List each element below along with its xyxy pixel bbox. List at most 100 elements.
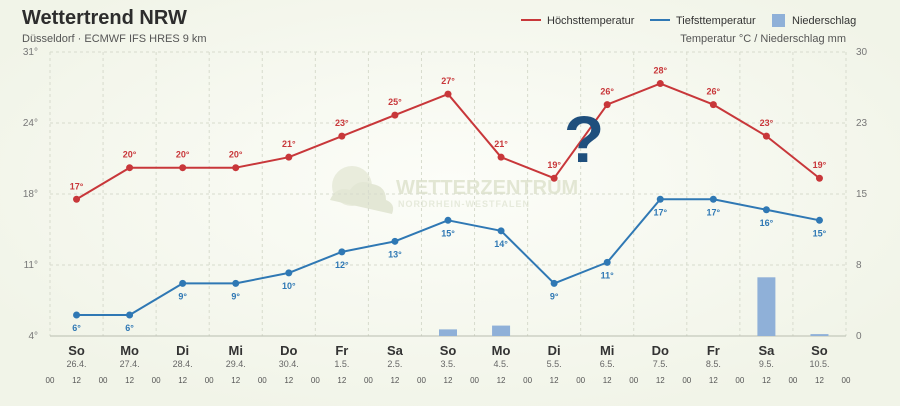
max-temp-point — [391, 111, 399, 119]
min-temp-value: 6° — [125, 323, 134, 333]
legend-precip-label: Niederschlag — [792, 15, 856, 27]
max-temp-point — [232, 164, 240, 172]
min-temp-value: 17° — [653, 207, 667, 217]
day-label: Mi — [229, 343, 243, 358]
max-temp-value: 23° — [760, 118, 774, 128]
min-temp-point — [709, 195, 717, 203]
date-label: 27.4. — [120, 359, 140, 369]
y-left-tick-label: 11° — [24, 260, 38, 271]
day-label: Do — [652, 343, 669, 358]
y-right-tick-label: 15 — [856, 189, 868, 200]
watermark-cloud-icon — [330, 182, 394, 214]
max-temp-value: 21° — [494, 139, 508, 149]
date-label: 7.5. — [653, 359, 668, 369]
chart-title: Wettertrend NRW — [22, 7, 187, 29]
hour-label: 12 — [603, 376, 612, 385]
min-temp-value: 9° — [550, 291, 559, 301]
max-temp-value: 20° — [176, 150, 190, 160]
day-label: Mo — [492, 343, 511, 358]
max-temp-value: 20° — [123, 150, 137, 160]
day-label: Di — [176, 343, 189, 358]
hour-label: 00 — [417, 376, 426, 385]
day-label: Do — [280, 343, 297, 358]
date-label: 2.5. — [387, 359, 402, 369]
hour-label: 00 — [788, 376, 797, 385]
max-temp-value: 17° — [70, 181, 84, 191]
min-temp-value: 6° — [72, 323, 81, 333]
hour-label: 00 — [152, 376, 161, 385]
precip-bar — [810, 334, 829, 336]
hour-label: 12 — [284, 376, 293, 385]
hour-label: 00 — [682, 376, 691, 385]
y-right-tick-label: 30 — [856, 47, 868, 58]
date-label: 28.4. — [173, 359, 193, 369]
max-temp-point — [603, 101, 611, 109]
y-right-tick-label: 23 — [856, 118, 868, 129]
chart-subtitle: Düsseldorf · ECMWF IFS HRES 9 km — [22, 33, 207, 45]
hour-label: 12 — [497, 376, 506, 385]
min-temp-point — [444, 216, 452, 224]
question-mark-annotation: ? — [564, 102, 604, 176]
max-temp-point — [709, 101, 717, 109]
max-temp-point — [179, 164, 187, 172]
min-temp-value: 16° — [760, 218, 774, 228]
max-temp-point — [550, 174, 558, 182]
min-temp-point — [603, 258, 611, 266]
hour-label: 12 — [444, 376, 453, 385]
max-temp-value: 28° — [653, 66, 667, 76]
max-temp-point — [338, 132, 346, 140]
y-left-tick-label: 24° — [23, 118, 38, 129]
min-temp-value: 13° — [388, 249, 402, 259]
day-label: Sa — [758, 343, 775, 358]
max-temp-point — [444, 90, 452, 98]
hour-label: 12 — [178, 376, 187, 385]
min-temp-value: 10° — [282, 281, 296, 291]
y-left-tick-label: 18° — [23, 189, 38, 200]
hour-label: 12 — [550, 376, 559, 385]
max-temp-value: 26° — [600, 87, 614, 97]
max-temp-point — [285, 153, 293, 161]
hour-label: 12 — [390, 376, 399, 385]
max-temp-point — [656, 80, 664, 88]
hour-label: 12 — [815, 376, 824, 385]
day-label: Mo — [120, 343, 139, 358]
min-temp-point — [285, 269, 293, 277]
max-temp-point — [497, 153, 505, 161]
date-label: 30.4. — [279, 359, 299, 369]
legend-min-label: Tiefsttemperatur — [676, 15, 756, 27]
legend-max-label: Höchsttemperatur — [547, 15, 635, 27]
precip-bar — [492, 325, 511, 336]
hour-label: 12 — [337, 376, 346, 385]
day-label: Fr — [335, 343, 348, 358]
y-right-tick-label: 8 — [856, 260, 862, 271]
day-label: Fr — [707, 343, 720, 358]
min-temp-value: 17° — [707, 207, 721, 217]
max-temp-value: 23° — [335, 118, 349, 128]
min-temp-value: 12° — [335, 260, 349, 270]
units-label: Temperatur °C / Niederschlag mm — [680, 33, 846, 45]
min-temp-point — [762, 206, 770, 214]
date-label: 26.4. — [67, 359, 87, 369]
day-label: Di — [548, 343, 561, 358]
precip-bars — [439, 277, 829, 336]
day-label: Sa — [387, 343, 404, 358]
hour-label: 00 — [470, 376, 479, 385]
hour-label: 12 — [72, 376, 81, 385]
min-temp-point — [179, 279, 187, 287]
hour-label: 12 — [231, 376, 240, 385]
max-temp-value: 25° — [388, 97, 402, 107]
day-label: So — [68, 343, 85, 358]
day-label: So — [440, 343, 457, 358]
date-label: 4.5. — [494, 359, 509, 369]
min-temp-point — [338, 248, 346, 256]
min-temp-value: 9° — [231, 291, 240, 301]
hour-label: 00 — [523, 376, 532, 385]
min-temp-value: 9° — [178, 291, 187, 301]
max-temp-value: 26° — [707, 87, 721, 97]
max-temp-value: 21° — [282, 139, 296, 149]
min-temp-point — [656, 195, 664, 203]
hour-label: 00 — [258, 376, 267, 385]
min-temp-value: 14° — [494, 239, 508, 249]
